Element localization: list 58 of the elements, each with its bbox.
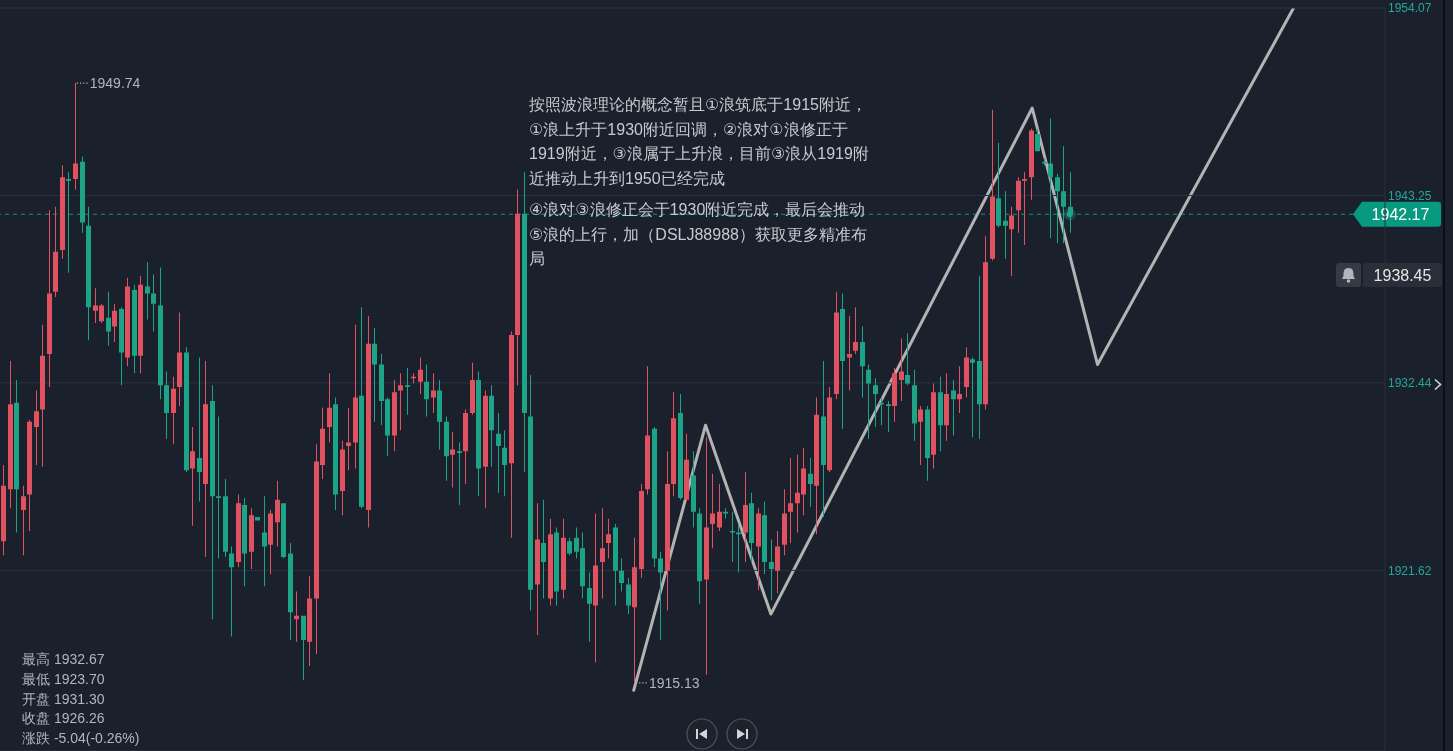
candlestick	[1022, 172, 1027, 245]
annotation: 最低 1923.70	[22, 669, 106, 689]
annotation: 按照波浪理论的概念暂且①浪筑底于1915附近，①浪上升于1930附近回调，②浪对①浪修正于1919附近，③浪属于上升浪，目前③浪从1919附近推动上升到1950已经完成	[529, 95, 870, 189]
annotation: 涨跌 -5.04(-0.26%)	[22, 729, 140, 749]
annotation: 1938.45	[1373, 266, 1432, 284]
candlestick	[736, 523, 741, 573]
annotation: 1949.74	[89, 75, 141, 92]
candlestick	[73, 83, 78, 190]
candlestick	[216, 416, 221, 559]
candlestick	[372, 328, 377, 422]
candlestick	[587, 572, 592, 642]
candlestick	[710, 473, 715, 549]
candlestick	[66, 172, 71, 273]
y-tick-label: 1943.25	[1388, 188, 1432, 203]
annotation: ④浪对③浪修正会于1930附近完成，最后会推动⑤浪的上行，加（DSLJ88988）获取更多精准布局	[529, 200, 868, 269]
candlestick	[905, 333, 910, 386]
candlestick	[541, 499, 546, 599]
candlestick	[34, 390, 39, 466]
candlestick	[197, 357, 202, 502]
candlestick	[853, 307, 858, 355]
candlestick	[957, 366, 962, 414]
candlestick	[866, 364, 871, 440]
candlestick	[1003, 191, 1008, 259]
candlestick	[847, 315, 852, 391]
candlestick	[190, 426, 195, 526]
candlestick	[405, 367, 410, 415]
candlestick	[723, 508, 728, 519]
candlestick	[886, 400, 891, 433]
candlestick	[1061, 146, 1066, 244]
candlestick	[788, 458, 793, 544]
annotation: 收盘 1926.26	[22, 709, 106, 729]
y-tick-label: 1954.07	[1388, 1, 1432, 16]
candlestick	[457, 442, 462, 505]
candlestick	[21, 485, 26, 556]
candlestick	[730, 511, 735, 563]
candlestick	[769, 539, 774, 601]
candlestick	[346, 407, 351, 471]
candlestick	[899, 338, 904, 401]
candlestick	[294, 591, 299, 642]
y-tick-label: 1921.62	[1388, 563, 1432, 578]
ref-line-label: 1942.17	[1371, 205, 1430, 223]
annotation: 1915.13	[648, 674, 700, 691]
candlestick	[229, 546, 234, 637]
candlestick	[151, 274, 156, 332]
candlestick	[606, 518, 611, 559]
annotation: 开盘 1931.30	[22, 689, 106, 709]
candlestick	[1009, 206, 1014, 277]
candlestick	[704, 437, 709, 675]
candlestick	[450, 432, 455, 488]
candlestick	[1048, 118, 1053, 238]
candlestick	[600, 508, 605, 599]
annotation: 最高 1932.67	[22, 650, 106, 669]
candlestick	[873, 378, 878, 427]
candlestick	[1055, 173, 1060, 244]
candlestick	[970, 357, 975, 438]
y-tick-label: 1932.44	[1388, 376, 1432, 391]
candlestick	[398, 373, 403, 431]
candlestick	[496, 413, 501, 493]
